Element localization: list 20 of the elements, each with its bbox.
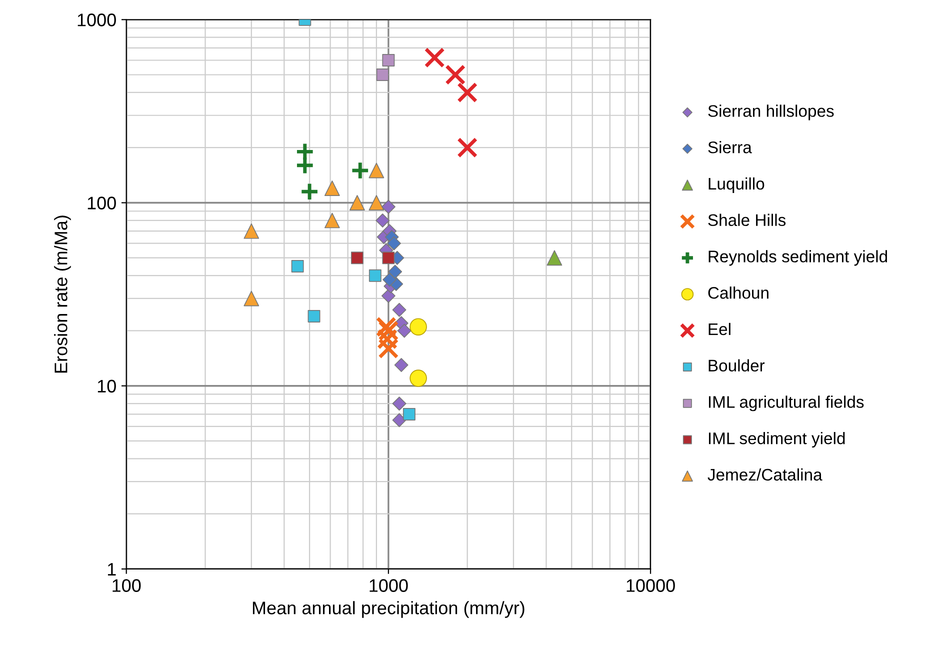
legend-label: Calhoun (708, 286, 768, 299)
y-tick-label: 1 (108, 563, 116, 576)
x-tick-label: 100 (112, 579, 141, 592)
legend-label: Sierra (708, 141, 752, 154)
legend-label: IML sediment yield (708, 432, 845, 448)
legend-label: Jemez/Catalina (708, 468, 822, 481)
x-tick-label: 1000 (370, 579, 408, 592)
legend-label: Boulder (708, 359, 765, 372)
y-tick-label: 10 (98, 380, 116, 393)
y-tick-label: 1000 (78, 14, 116, 26)
legend-label: Sierran hillslopes (708, 104, 834, 120)
legend-label: Eel (708, 322, 730, 336)
legend-label: Reynolds sediment yield (708, 250, 887, 266)
x-axis-title: Mean annual precipitation (mm/yr) (252, 601, 524, 618)
x-tick-label: 10000 (626, 579, 675, 592)
legend-label: Shale Hills (708, 214, 786, 226)
y-axis-title: Erosion rate (m/Ma) (54, 216, 71, 373)
legend-label: Luquillo (708, 177, 764, 193)
legend-label: IML agricultural fields (708, 396, 864, 412)
y-tick-label: 100 (88, 196, 116, 210)
